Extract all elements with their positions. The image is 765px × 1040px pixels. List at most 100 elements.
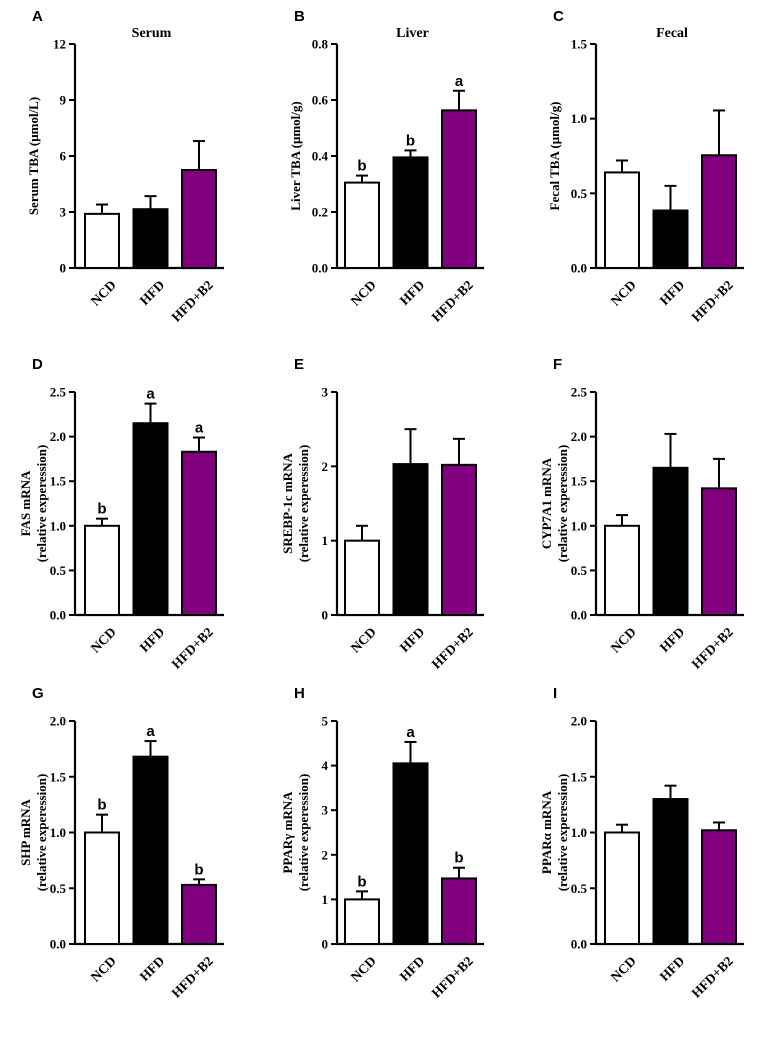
bar-hfd-b2	[701, 829, 737, 946]
y-axis-label-line: (relative experession)	[296, 774, 311, 892]
y-tick-label: 9	[60, 93, 67, 108]
significance-letter: b	[194, 861, 203, 878]
y-tick-label: 2.0	[571, 429, 587, 444]
y-tick-label: 1.0	[571, 111, 587, 126]
y-tick-label: 2.0	[571, 714, 587, 729]
category-label: HFD	[137, 277, 168, 308]
panel-title: Liver	[396, 26, 429, 41]
category-label: HFD	[397, 277, 428, 308]
significance-letter: b	[454, 850, 463, 867]
significance-letter: a	[406, 724, 415, 741]
y-tick-label: 1.5	[50, 769, 67, 784]
y-tick-label: 6	[60, 149, 67, 164]
y-tick-label: 0.0	[571, 937, 587, 952]
y-axis-label-line: SREBP-1c mRNA	[280, 453, 295, 554]
category-label: HFD+B2	[689, 624, 737, 672]
y-tick-label: 3	[322, 385, 329, 400]
y-axis-label: FAS mRNA(relative experession)	[18, 445, 49, 563]
category-label: NCD	[608, 953, 639, 984]
bar-hfd	[392, 156, 429, 269]
category-label: HFD	[397, 953, 428, 984]
bar-ncd	[604, 524, 640, 616]
y-tick-label: 2	[322, 847, 329, 862]
bar-hfd	[652, 466, 689, 616]
bar-hfd	[132, 422, 169, 616]
category-label: HFD	[657, 277, 688, 308]
significance-letter: b	[357, 158, 366, 175]
panel-title: Serum	[132, 26, 172, 41]
significance-letter: a	[146, 386, 155, 403]
y-tick-label: 12	[53, 37, 66, 52]
y-tick-label: 2.0	[50, 429, 66, 444]
y-tick-label: 0.0	[312, 261, 328, 276]
y-tick-label: 0.6	[312, 93, 329, 108]
y-tick-label: 2.5	[50, 385, 67, 400]
y-tick-label: 2.0	[50, 714, 66, 729]
y-tick-label: 1.0	[50, 825, 66, 840]
category-label: NCD	[608, 277, 639, 308]
category-label: HFD+B2	[689, 277, 737, 325]
y-tick-label: 0.4	[312, 149, 329, 164]
bar-ncd	[84, 524, 120, 616]
category-label: NCD	[608, 624, 639, 655]
category-label: NCD	[348, 624, 379, 655]
y-tick-label: 3	[60, 205, 67, 220]
y-tick-label: 0.5	[50, 563, 67, 578]
category-label: HFD	[137, 953, 168, 984]
category-label: HFD	[137, 624, 168, 655]
y-tick-label: 0	[60, 261, 67, 276]
bar-hfd-b2	[181, 169, 217, 269]
y-tick-label: 2.5	[571, 385, 588, 400]
y-tick-label: 0.5	[571, 186, 588, 201]
panel-letter-c: C	[553, 8, 564, 25]
panel-title: Fecal	[656, 26, 688, 41]
y-tick-label: 1.5	[571, 37, 588, 52]
y-axis-label-line: Liver TBA (μmol/g)	[288, 101, 303, 210]
y-tick-label: 2	[322, 459, 329, 474]
y-axis-label-line: (relative experession)	[555, 445, 570, 563]
y-tick-label: 1.0	[50, 518, 66, 533]
panel-letter-d: D	[32, 356, 43, 373]
bar-ncd	[604, 171, 640, 269]
y-tick-label: 0	[322, 608, 329, 623]
significance-letter: a	[455, 73, 464, 90]
significance-letter: b	[97, 797, 106, 814]
y-axis-label: Fecal TBA (μmol/g)	[547, 102, 562, 211]
y-tick-label: 1.0	[571, 825, 587, 840]
y-tick-label: 1.0	[571, 518, 587, 533]
significance-letter: b	[357, 873, 366, 890]
panel-b: B Liver Liver TBA (μmol/g) 0.0 0.2 0.4 0.6 0.8 b…	[288, 8, 484, 325]
panel-a: A Serum Serum TBA (μmol/L) 0 3 6 9 12 NCD HFD HFD+…	[26, 8, 224, 325]
y-tick-label: 1	[322, 533, 329, 548]
y-tick-label: 0.2	[312, 205, 328, 220]
panel-letter-g: G	[32, 685, 44, 702]
panel-letter-e: E	[294, 356, 304, 373]
panel-letter-h: H	[294, 685, 305, 702]
category-label: HFD	[657, 624, 688, 655]
bar-hfd-b2	[441, 463, 477, 617]
y-tick-label: 4	[322, 758, 329, 773]
bar-ncd	[84, 831, 120, 945]
bar-hfd	[132, 755, 169, 945]
y-tick-label: 1.5	[50, 474, 67, 489]
y-axis-label-line: (relative experession)	[296, 445, 311, 563]
category-label: HFD	[397, 624, 428, 655]
y-axis-label: Serum TBA (μmol/L)	[26, 97, 41, 215]
bar-hfd-b2	[701, 154, 737, 269]
y-axis-label: CYP7A1 mRNA(relative experession)	[539, 445, 570, 563]
bar-ncd	[344, 539, 380, 617]
panel-h: H PPARγ mRNA(relative experession) 0 1 2 3 4 5 b…	[280, 685, 484, 1001]
panel-g: G SHP mRNA(relative experession) 0.0 0.5 1.0…	[18, 685, 224, 1001]
panel-c: C Fecal Fecal TBA (μmol/g) 0.0 0.5 1.0 1.5 NCD H…	[547, 8, 744, 325]
y-axis-label-line: (relative experession)	[555, 774, 570, 892]
y-tick-label: 0.0	[571, 261, 587, 276]
y-tick-label: 0.5	[50, 881, 67, 896]
category-label: HFD	[657, 953, 688, 984]
bar-hfd	[392, 463, 429, 616]
y-axis-label-line: PPARα mRNA	[539, 790, 554, 874]
significance-letter: a	[195, 419, 204, 436]
bar-ncd	[344, 898, 380, 946]
bar-ncd	[604, 831, 640, 945]
panel-i: I PPARα mRNA(relative experession) 0.0 0.5 1…	[539, 685, 744, 1001]
